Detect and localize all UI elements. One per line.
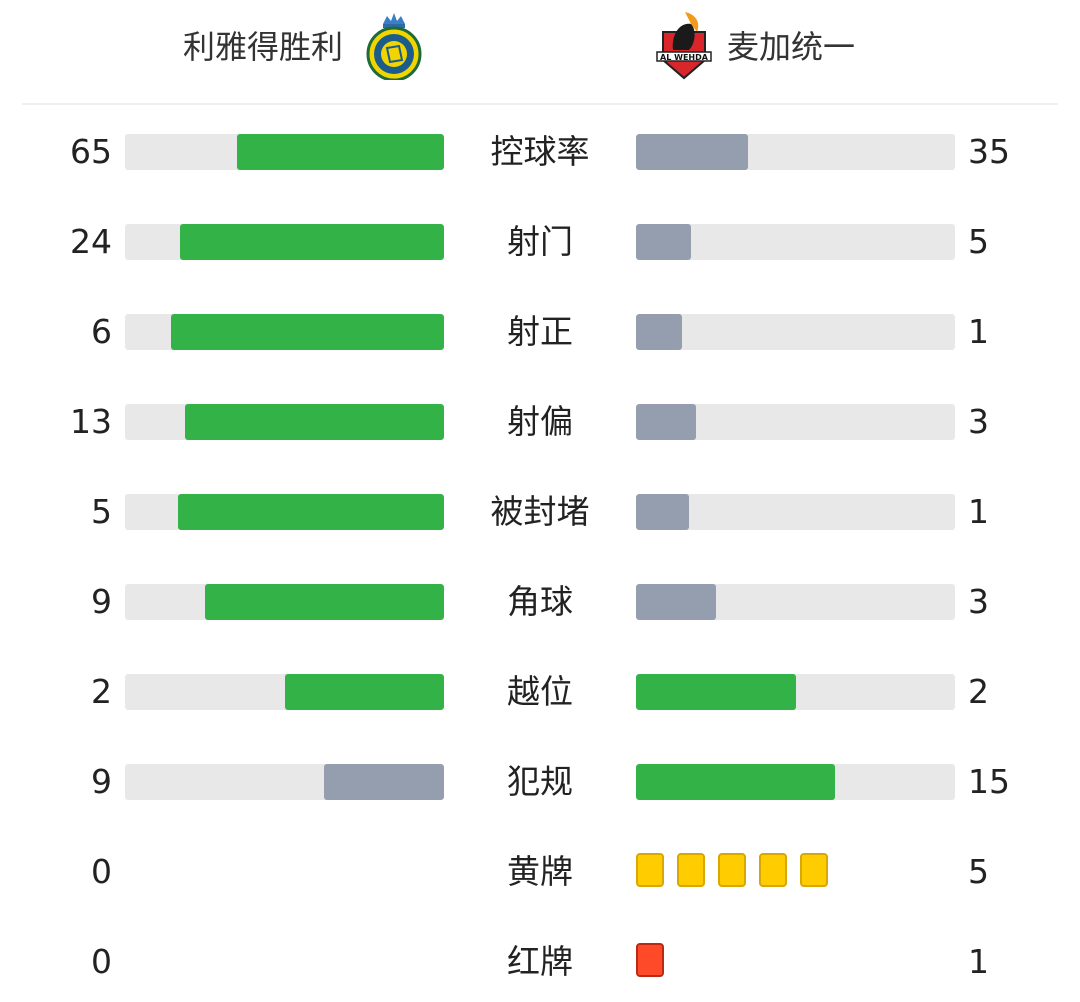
stat-row: 9 角球 3 — [0, 582, 1080, 622]
away-cards — [636, 853, 828, 887]
home-bar-fill — [170, 314, 444, 350]
away-bar-fill — [636, 584, 716, 620]
home-value: 9 — [91, 762, 112, 801]
away-value: 1 — [968, 492, 989, 531]
away-bar-fill — [636, 674, 796, 710]
home-bar-fill — [204, 584, 444, 620]
away-value: 35 — [968, 132, 1010, 171]
away-bar — [636, 314, 955, 350]
stat-row: 65 控球率 35 — [0, 132, 1080, 172]
away-value: 5 — [968, 222, 989, 261]
away-bar-fill — [636, 134, 748, 170]
home-team-name: 利雅得胜利 — [183, 28, 344, 66]
home-value: 9 — [91, 582, 112, 621]
home-bar — [125, 404, 444, 440]
stat-label: 角球 — [507, 582, 573, 621]
home-value: 65 — [70, 132, 112, 171]
away-bar — [636, 224, 955, 260]
stat-label: 被封堵 — [490, 492, 590, 531]
al-wehda-logo-icon: AL WEHDA — [656, 12, 712, 80]
stat-row: 5 被封堵 1 — [0, 492, 1080, 532]
stat-label: 红牌 — [507, 942, 573, 981]
red-card-row: 0 红牌 1 — [0, 942, 1080, 982]
stat-row: 9 犯规 15 — [0, 762, 1080, 802]
stat-label: 犯规 — [507, 762, 573, 801]
home-bar — [125, 584, 444, 620]
away-cards — [636, 943, 664, 977]
stat-label: 越位 — [507, 672, 573, 711]
yellow-card-icon — [677, 853, 705, 887]
al-nassr-logo-icon — [366, 13, 422, 80]
home-value: 2 — [91, 672, 112, 711]
away-bar — [636, 494, 955, 530]
away-value: 1 — [968, 942, 989, 981]
home-bar — [125, 764, 444, 800]
away-bar-fill — [636, 764, 836, 800]
stat-row: 13 射偏 3 — [0, 402, 1080, 442]
away-value: 3 — [968, 582, 989, 621]
away-value: 1 — [968, 312, 989, 351]
stat-row: 2 越位 2 — [0, 672, 1080, 712]
away-bar-fill — [636, 404, 696, 440]
svg-text:AL WEHDA: AL WEHDA — [660, 53, 709, 62]
away-bar — [636, 134, 955, 170]
away-bar — [636, 764, 955, 800]
stat-row: 24 射门 5 — [0, 222, 1080, 262]
home-value: 6 — [91, 312, 112, 351]
home-value: 0 — [91, 942, 112, 981]
header-divider — [22, 103, 1058, 105]
stat-row: 6 射正 1 — [0, 312, 1080, 352]
home-value: 24 — [70, 222, 112, 261]
home-bar — [125, 674, 444, 710]
yellow-card-icon — [636, 853, 664, 887]
away-bar — [636, 584, 955, 620]
home-bar-fill — [324, 764, 444, 800]
home-value: 13 — [70, 402, 112, 441]
away-bar-fill — [636, 314, 682, 350]
yellow-card-row: 0 黄牌 5 — [0, 852, 1080, 892]
away-bar-fill — [636, 224, 691, 260]
home-bar — [125, 134, 444, 170]
yellow-card-icon — [718, 853, 746, 887]
stat-label: 射偏 — [507, 402, 573, 441]
home-bar-fill — [184, 404, 444, 440]
away-bar — [636, 674, 955, 710]
stat-label: 控球率 — [490, 132, 590, 171]
yellow-card-icon — [800, 853, 828, 887]
away-value: 15 — [968, 762, 1010, 801]
away-team[interactable]: AL WEHDA 麦加统一 — [655, 10, 855, 80]
away-value: 3 — [968, 402, 989, 441]
home-bar — [125, 314, 444, 350]
home-bar-fill — [180, 224, 444, 260]
away-bar — [636, 404, 955, 440]
away-value: 2 — [968, 672, 989, 711]
away-bar-fill — [636, 494, 690, 530]
home-value: 0 — [91, 852, 112, 891]
yellow-card-icon — [759, 853, 787, 887]
stat-label: 射正 — [507, 312, 573, 351]
home-bar-fill — [178, 494, 444, 530]
home-value: 5 — [91, 492, 112, 531]
home-team[interactable]: 利雅得胜利 — [183, 10, 423, 80]
home-bar — [125, 224, 444, 260]
stat-label: 射门 — [507, 222, 573, 261]
home-bar-fill — [236, 134, 444, 170]
home-bar-fill — [284, 674, 444, 710]
home-bar — [125, 494, 444, 530]
stat-label: 黄牌 — [507, 852, 573, 891]
away-team-name: 麦加统一 — [727, 28, 856, 66]
red-card-icon — [636, 943, 664, 977]
away-value: 5 — [968, 852, 989, 891]
